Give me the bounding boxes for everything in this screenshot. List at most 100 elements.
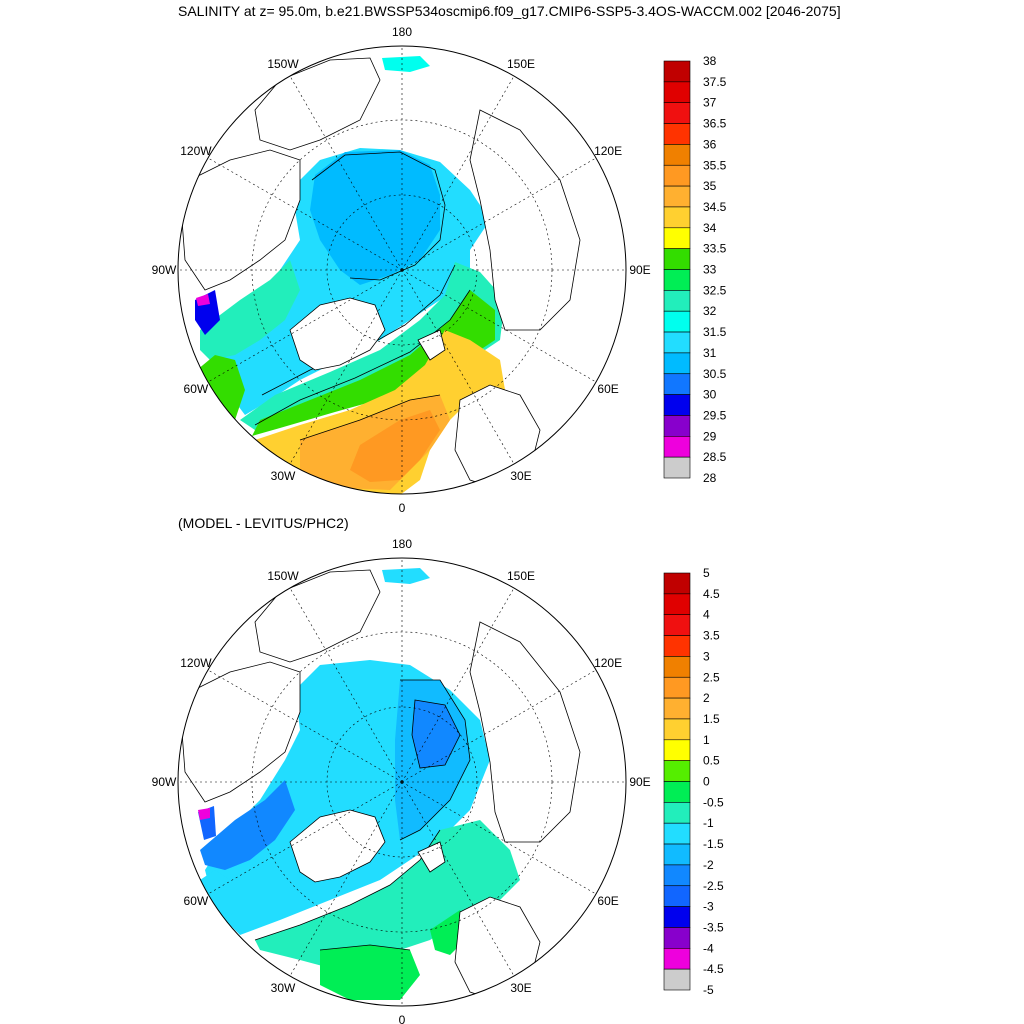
sal-band-35_5: [350, 410, 440, 482]
colorbar-tick-label: 31.5: [703, 325, 727, 339]
colorbar-swatch: [663, 60, 691, 83]
colorbar-swatch: [663, 456, 691, 479]
colorbar-swatch: [663, 906, 691, 928]
colorbar-swatch: [663, 968, 691, 991]
longitude-label: 120W: [180, 144, 212, 158]
colorbar-tick-label: -4.5: [703, 962, 724, 976]
colorbar-swatch: [663, 927, 691, 949]
sal-contour: [299, 394, 441, 441]
colorbar-swatch: [663, 102, 691, 124]
colorbar-tick-label: 3: [703, 649, 710, 663]
salinity-colorbar: 38 37.5 37 36.5 36 35.5 35 34.5 34 33.5 33 32.5 32 31…: [663, 54, 727, 485]
sal-hudson-2: [196, 294, 210, 306]
colorbar-tick-label: 33.5: [703, 242, 727, 256]
colorbar-tick-label: 31: [703, 346, 717, 360]
colorbar-tick-label: 5: [703, 566, 710, 580]
land-alaska: [254, 57, 381, 151]
colorbar-swatch: [663, 435, 691, 458]
colorbar-swatch: [663, 656, 691, 678]
colorbar-swatch: [663, 864, 691, 887]
colorbar-tick-label: 29: [703, 429, 717, 443]
colorbar-swatch: [663, 164, 691, 187]
colorbar-tick-label: 35: [703, 179, 717, 193]
colorbar-tick-label: 29.5: [703, 408, 727, 422]
colorbar-tick-label: 35.5: [703, 158, 727, 172]
difference-plot-title: (MODEL - LEVITUS/PHC2): [178, 515, 349, 531]
longitude-label: 120E: [594, 656, 622, 670]
land-novaya-zemlya: [417, 329, 446, 361]
colorbar-swatch: [663, 227, 691, 249]
colorbar-swatch: [663, 144, 691, 166]
anom-contour: [411, 699, 461, 769]
land-siberia: [469, 109, 581, 331]
colorbar-swatch: [663, 614, 691, 636]
colorbar-tick-label: -2.5: [703, 879, 724, 893]
colorbar-swatch: [663, 572, 691, 595]
longitude-label: 150E: [507, 57, 535, 71]
anom-contour: [319, 944, 411, 951]
colorbar-swatch: [663, 394, 691, 416]
colorbar-tick-label: 30.5: [703, 367, 727, 381]
colorbar-swatch: [663, 415, 691, 437]
sal-contour: [311, 151, 446, 281]
land-canada: [181, 149, 301, 291]
colorbar-swatch: [663, 310, 691, 333]
colorbar-swatch: [663, 373, 691, 395]
colorbar-tick-label: 4.5: [703, 587, 720, 601]
colorbar-tick-label: 32: [703, 304, 717, 318]
salinity-longitude-labels: 180 150E 120E 90E 60E 30E 0 30W 60W 90W 120W 150W: [152, 25, 651, 515]
longitude-label: 60W: [184, 894, 209, 908]
longitude-label: 150E: [507, 569, 535, 583]
anomaly-longitude-labels: 180 150E 120E 90E 60E 30E 0 30W 60W 90W 120W 150W: [152, 537, 651, 1024]
anom-band-neg0_5: [255, 820, 520, 968]
colorbar-swatch: [663, 635, 691, 657]
longitude-label: 30E: [510, 981, 531, 995]
longitude-label: 0: [399, 1013, 406, 1024]
anomaly-map-border: [177, 557, 627, 1007]
anom-baffin: [200, 780, 295, 870]
colorbar-tick-label: 30: [703, 388, 717, 402]
salinity-field: [181, 56, 581, 494]
sal-band-33: [240, 262, 505, 430]
anom-bering: [382, 568, 430, 584]
longitude-label: 60E: [597, 894, 618, 908]
sal-bering: [382, 56, 430, 72]
longitude-label: 0: [399, 501, 406, 515]
colorbar-tick-label: -1.5: [703, 837, 724, 851]
colorbar-tick-label: 0.5: [703, 754, 720, 768]
colorbar-tick-label: -3: [703, 900, 714, 914]
colorbar-swatch: [663, 843, 691, 866]
sal-band-33_5: [252, 290, 495, 436]
colorbar-swatch: [663, 781, 691, 803]
anom-contour: [399, 679, 471, 841]
colorbar-tick-label: 36.5: [703, 117, 727, 131]
plot-title: SALINITY at z= 95.0m, b.e21.BWSSP534oscm…: [178, 3, 841, 19]
longitude-label: 90W: [152, 775, 177, 789]
colorbar-tick-label: -1: [703, 816, 714, 830]
land-siberia: [469, 621, 581, 843]
colorbar-tick-label: -5: [703, 983, 714, 997]
sal-baffin: [200, 260, 300, 360]
salinity-map-border: [177, 45, 627, 495]
longitude-label: 30W: [271, 981, 296, 995]
colorbar-swatch: [663, 676, 691, 699]
longitude-label: 120W: [180, 656, 212, 670]
colorbar-tick-label: -0.5: [703, 795, 724, 809]
colorbar-swatch: [663, 593, 691, 615]
colorbar-tick-label: 37: [703, 96, 717, 110]
longitude-label: 90E: [629, 263, 650, 277]
longitude-label: 30E: [510, 469, 531, 483]
longitude-label: 30W: [271, 469, 296, 483]
longitude-label: 150W: [267, 57, 299, 71]
colorbar-swatch: [663, 760, 691, 782]
colorbar-tick-label: 34: [703, 221, 717, 235]
colorbar-tick-label: 4: [703, 608, 710, 622]
colorbar-tick-label: 1: [703, 733, 710, 747]
colorbar-tick-label: 28.5: [703, 450, 727, 464]
anom-band-0: [320, 945, 420, 1000]
colorbar-swatch: [663, 331, 691, 354]
colorbar-swatch: [663, 947, 691, 970]
sal-contour: [254, 289, 471, 426]
longitude-label: 150W: [267, 569, 299, 583]
